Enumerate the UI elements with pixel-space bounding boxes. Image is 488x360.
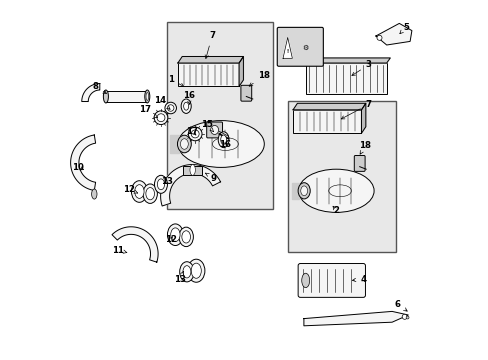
Polygon shape — [178, 57, 243, 63]
Ellipse shape — [182, 231, 190, 243]
Circle shape — [157, 114, 164, 122]
Text: 10: 10 — [72, 163, 84, 172]
Text: 12: 12 — [164, 235, 176, 244]
Text: 12: 12 — [122, 184, 138, 194]
FancyBboxPatch shape — [298, 264, 365, 297]
Text: 16: 16 — [218, 140, 230, 149]
FancyBboxPatch shape — [206, 122, 222, 138]
Ellipse shape — [142, 184, 157, 203]
Ellipse shape — [178, 121, 264, 167]
Polygon shape — [81, 84, 100, 102]
Ellipse shape — [154, 175, 167, 193]
Ellipse shape — [91, 189, 97, 199]
Ellipse shape — [183, 102, 188, 110]
Text: 18: 18 — [358, 141, 370, 154]
Circle shape — [167, 105, 174, 111]
Circle shape — [406, 316, 408, 319]
Bar — [167, 22, 273, 209]
Polygon shape — [160, 165, 220, 206]
Bar — [106, 91, 147, 102]
Text: 17: 17 — [186, 127, 198, 136]
Polygon shape — [375, 23, 411, 45]
Text: 4: 4 — [352, 274, 366, 284]
Text: 15: 15 — [201, 120, 213, 132]
FancyBboxPatch shape — [277, 27, 323, 66]
Ellipse shape — [145, 188, 154, 200]
Polygon shape — [291, 183, 299, 199]
Ellipse shape — [167, 224, 183, 246]
Text: 17: 17 — [139, 105, 157, 118]
Text: ⚙: ⚙ — [302, 45, 308, 50]
Circle shape — [401, 314, 407, 319]
Circle shape — [188, 127, 202, 141]
Text: 3: 3 — [351, 60, 371, 76]
Polygon shape — [361, 103, 365, 133]
Polygon shape — [112, 227, 158, 262]
Bar — [178, 63, 239, 86]
Text: 7: 7 — [205, 31, 215, 58]
Ellipse shape — [298, 169, 373, 212]
Polygon shape — [292, 103, 365, 110]
Text: 9: 9 — [205, 173, 217, 183]
Polygon shape — [239, 57, 243, 86]
Polygon shape — [303, 311, 407, 326]
Text: 11: 11 — [112, 246, 126, 255]
Bar — [287, 101, 395, 252]
Ellipse shape — [189, 165, 195, 175]
Ellipse shape — [181, 99, 191, 113]
Ellipse shape — [191, 263, 201, 278]
Polygon shape — [283, 37, 292, 58]
Text: 5: 5 — [399, 22, 408, 33]
Ellipse shape — [131, 181, 147, 202]
Ellipse shape — [220, 135, 226, 144]
Ellipse shape — [157, 179, 164, 190]
Ellipse shape — [298, 183, 309, 199]
Ellipse shape — [179, 262, 194, 282]
FancyBboxPatch shape — [241, 85, 251, 101]
Text: 16: 16 — [183, 91, 194, 104]
Circle shape — [376, 35, 381, 40]
Ellipse shape — [146, 93, 148, 100]
Polygon shape — [70, 135, 96, 190]
Ellipse shape — [210, 126, 218, 134]
Ellipse shape — [180, 139, 188, 149]
Text: 13: 13 — [161, 177, 173, 186]
Ellipse shape — [300, 186, 307, 196]
Polygon shape — [305, 58, 389, 63]
Ellipse shape — [103, 90, 108, 103]
Text: 1: 1 — [167, 75, 183, 86]
Text: 8: 8 — [92, 82, 106, 94]
Ellipse shape — [218, 132, 228, 148]
Ellipse shape — [179, 227, 193, 247]
Polygon shape — [170, 135, 179, 153]
Bar — [305, 63, 386, 94]
Circle shape — [154, 111, 167, 125]
Text: 6: 6 — [394, 300, 407, 311]
Ellipse shape — [301, 273, 309, 288]
Ellipse shape — [183, 266, 190, 278]
Ellipse shape — [144, 90, 149, 103]
Ellipse shape — [177, 135, 191, 153]
Text: 18: 18 — [249, 71, 270, 86]
Circle shape — [191, 130, 199, 138]
Ellipse shape — [170, 228, 180, 242]
Ellipse shape — [134, 185, 144, 198]
Text: 7: 7 — [341, 100, 371, 119]
Circle shape — [164, 102, 176, 114]
Text: !: ! — [286, 49, 288, 54]
Text: 13: 13 — [173, 271, 185, 284]
Bar — [292, 110, 361, 133]
Text: 14: 14 — [154, 96, 170, 109]
Text: 2: 2 — [332, 206, 339, 215]
Bar — [183, 166, 202, 175]
FancyBboxPatch shape — [354, 156, 365, 171]
Ellipse shape — [187, 259, 204, 282]
